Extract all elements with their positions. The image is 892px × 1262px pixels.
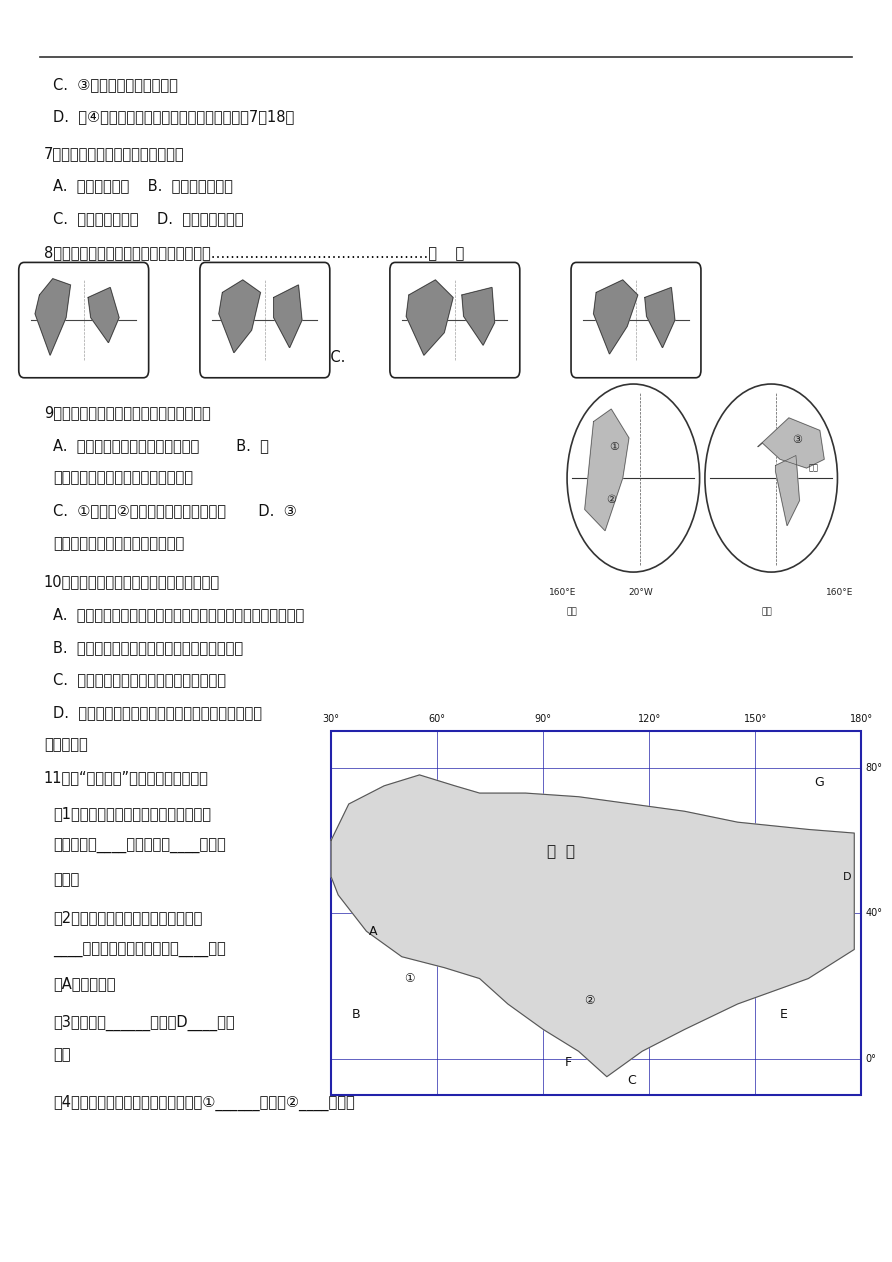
Text: A.  亚洲和太平洋    B.  南极洲和北冰洋: A. 亚洲和太平洋 B. 南极洲和北冰洋 bbox=[53, 178, 233, 193]
Text: 10．关于各大洲之间界线的叙述，正确的是: 10．关于各大洲之间界线的叙述，正确的是 bbox=[44, 574, 220, 589]
FancyBboxPatch shape bbox=[390, 262, 520, 377]
Text: ____海、大高加索山、黑海和____海峡: ____海、大高加索山、黑海和____海峡 bbox=[53, 943, 226, 958]
Text: 160°E: 160°E bbox=[826, 588, 854, 597]
Text: ①: ① bbox=[404, 972, 414, 986]
Text: 赤道: 赤道 bbox=[808, 463, 818, 472]
Polygon shape bbox=[219, 280, 260, 352]
Text: （3）亚洲以______海峡与D____洲为: （3）亚洲以______海峡与D____洲为 bbox=[53, 1015, 235, 1031]
Text: 0°: 0° bbox=[866, 1054, 877, 1064]
Text: 150°: 150° bbox=[744, 714, 767, 724]
Text: A.                         B.                         C.                        : A. B. C. bbox=[70, 350, 477, 365]
FancyBboxPatch shape bbox=[571, 262, 701, 377]
Text: C.  南美洲和北美洲之间有巴拿马运河相隔: C. 南美洲和北美洲之间有巴拿马运河相隔 bbox=[53, 673, 226, 688]
FancyBboxPatch shape bbox=[200, 262, 330, 377]
Text: C: C bbox=[627, 1074, 636, 1087]
Text: C.  ①大洲与②大洲分界线是巴拿马运河       D.  ③: C. ①大洲与②大洲分界线是巴拿马运河 D. ③ bbox=[53, 504, 296, 519]
Text: （4）图中数字代表的地理事物名称是①______半岛；②____半岛．: （4）图中数字代表的地理事物名称是①______半岛；②____半岛． bbox=[53, 1095, 354, 1111]
Text: ②: ② bbox=[607, 495, 616, 505]
Text: 8．下列四个小图中表示当今海陆分布的是………………………………………（    ）: 8．下列四个小图中表示当今海陆分布的是………………………………………（ ） bbox=[44, 245, 464, 260]
Text: 二、解答题: 二、解答题 bbox=[44, 737, 87, 752]
Text: 南极: 南极 bbox=[762, 608, 772, 617]
Text: B: B bbox=[351, 1008, 360, 1021]
Text: 60°: 60° bbox=[429, 714, 446, 724]
Text: B.  亚洲和非洲之间隔有黑海海峡和苏伊士运河: B. 亚洲和非洲之间隔有黑海海峡和苏伊士运河 bbox=[53, 640, 243, 655]
Text: 40°: 40° bbox=[866, 909, 883, 917]
Text: 20°W: 20°W bbox=[628, 588, 653, 597]
Text: ②: ② bbox=[584, 994, 594, 1007]
Text: D.  到④大洲进行科学考察的最佳时期是每年的7、18月: D. 到④大洲进行科学考察的最佳时期是每年的7、18月 bbox=[53, 110, 294, 125]
Text: A: A bbox=[369, 925, 378, 938]
Polygon shape bbox=[331, 775, 855, 1076]
Text: 大洲是世界上跨经纬度最广的大洲: 大洲是世界上跨经纬度最广的大洲 bbox=[53, 536, 184, 550]
FancyBboxPatch shape bbox=[19, 262, 149, 377]
Text: 30°: 30° bbox=[323, 714, 340, 724]
Text: 南极: 南极 bbox=[566, 608, 577, 617]
Text: ③: ③ bbox=[793, 435, 803, 445]
Text: C.  ③大洲居民主要使用英语: C. ③大洲居民主要使用英语 bbox=[53, 77, 178, 92]
Circle shape bbox=[567, 384, 699, 572]
Text: 复杂多样、____气候显著、____气候分: 复杂多样、____气候显著、____气候分 bbox=[53, 839, 226, 854]
Polygon shape bbox=[274, 285, 302, 347]
Text: 180°: 180° bbox=[850, 714, 873, 724]
Text: 与A欧洲为界．: 与A欧洲为界． bbox=[53, 976, 115, 991]
Text: 7．跨经度最广的大洲和大洋分别是: 7．跨经度最广的大洲和大洋分别是 bbox=[44, 146, 185, 160]
Text: 11．读“亚洲地区”图，回答下列问题：: 11．读“亚洲地区”图，回答下列问题： bbox=[44, 770, 209, 785]
Text: 布广．: 布广． bbox=[53, 872, 79, 887]
Text: G: G bbox=[814, 776, 824, 789]
Polygon shape bbox=[758, 418, 824, 468]
Polygon shape bbox=[88, 288, 119, 343]
Text: 9．读图，下列关于海陆分布说法正确的是: 9．读图，下列关于海陆分布说法正确的是 bbox=[44, 405, 211, 420]
Text: A.  乌拉尔山、乌拉尔河和大高加索山脉是亚洲和欧洲的分界线: A. 乌拉尔山、乌拉尔河和大高加索山脉是亚洲和欧洲的分界线 bbox=[53, 607, 304, 622]
Text: （1）亚洲地域广大，其气候的特点是：: （1）亚洲地域广大，其气候的特点是： bbox=[53, 806, 211, 822]
Text: 160°E: 160°E bbox=[549, 588, 576, 597]
Polygon shape bbox=[462, 288, 494, 346]
Text: A.  陆地主要分布在西半球、北半球        B.  赤: A. 陆地主要分布在西半球、北半球 B. 赤 bbox=[53, 438, 268, 453]
Text: 80°: 80° bbox=[866, 762, 883, 772]
Bar bbox=[331, 731, 862, 1095]
Text: C.  北美洲和太平洋    D.  南极洲和太平洋: C. 北美洲和太平洋 D. 南极洲和太平洋 bbox=[53, 211, 244, 226]
Polygon shape bbox=[585, 409, 629, 531]
Text: 道穿过的大洲有非洲、亚洲、北美洲: 道穿过的大洲有非洲、亚洲、北美洲 bbox=[53, 471, 193, 486]
Text: E: E bbox=[780, 1008, 788, 1021]
Polygon shape bbox=[593, 280, 638, 353]
Text: 120°: 120° bbox=[638, 714, 661, 724]
Text: D.  大洋洲和南极洲、欧洲和非洲之间均有海峡相隔: D. 大洋洲和南极洲、欧洲和非洲之间均有海峡相隔 bbox=[53, 705, 261, 719]
Text: 界．: 界． bbox=[53, 1047, 70, 1063]
Polygon shape bbox=[35, 279, 70, 355]
Polygon shape bbox=[645, 288, 675, 347]
Text: （2）亚洲以乌拉尔山脉、乌拉尔河、: （2）亚洲以乌拉尔山脉、乌拉尔河、 bbox=[53, 911, 202, 925]
Polygon shape bbox=[406, 280, 453, 355]
Text: F: F bbox=[565, 1055, 572, 1069]
Text: ①: ① bbox=[609, 443, 619, 453]
Circle shape bbox=[705, 384, 838, 572]
Text: 亚  洲: 亚 洲 bbox=[547, 844, 574, 858]
Polygon shape bbox=[776, 456, 799, 526]
Text: D: D bbox=[843, 872, 852, 882]
Text: 90°: 90° bbox=[534, 714, 552, 724]
